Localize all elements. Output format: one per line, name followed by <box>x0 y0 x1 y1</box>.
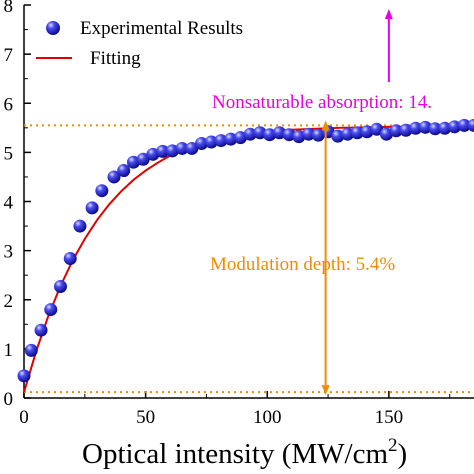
data-point <box>107 170 121 184</box>
data-point <box>195 137 209 151</box>
data-point <box>292 130 306 144</box>
y-tick-label: 7 <box>4 45 14 66</box>
data-point <box>302 127 316 141</box>
data-point <box>63 251 77 265</box>
data-point <box>399 123 413 137</box>
data-point <box>165 144 179 158</box>
x-tick-label: 50 <box>136 407 155 428</box>
modulation-label: Modulation depth: 5.4% <box>210 254 395 275</box>
data-point <box>428 122 442 136</box>
x-tick-label: 100 <box>253 407 282 428</box>
data-point <box>467 118 474 132</box>
x-tick-label: 0 <box>19 407 29 428</box>
y-tick-label: 3 <box>4 242 14 263</box>
data-point <box>44 303 58 317</box>
y-tick-label: 4 <box>4 193 14 214</box>
data-point <box>53 279 67 293</box>
data-point <box>214 134 228 148</box>
data-point <box>17 369 31 383</box>
data-point <box>185 141 199 155</box>
data-point <box>73 219 87 233</box>
data-point <box>117 164 131 178</box>
data-point <box>136 152 150 166</box>
legend-marker-experimental <box>46 21 60 35</box>
y-tick-label: 6 <box>4 94 14 115</box>
data-point <box>34 323 48 337</box>
data-point <box>272 126 286 140</box>
data-point <box>341 127 355 141</box>
y-tick-label: 0 <box>4 389 14 410</box>
y-tick-label: 1 <box>4 340 14 361</box>
data-point <box>95 184 109 198</box>
data-point <box>350 126 364 140</box>
data-point <box>224 132 238 146</box>
x-axis-title: Optical intensity (MW/cm2) <box>82 435 407 470</box>
legend-label-experimental: Experimental Results <box>80 18 243 39</box>
data-point <box>24 343 38 357</box>
data-point <box>204 135 218 149</box>
legend: Experimental Results Fitting <box>36 18 243 69</box>
nonsaturable-label: Nonsaturable absorption: 14. <box>212 92 432 113</box>
plot-area: 0 1 2 3 4 5 6 7 8 0 50 100 150 <box>4 0 474 428</box>
data-point <box>418 120 432 134</box>
data-point <box>263 128 277 142</box>
data-point <box>175 141 189 155</box>
x-tick-label: 150 <box>375 407 404 428</box>
data-point <box>85 201 99 215</box>
data-point <box>360 125 374 139</box>
data-point <box>457 118 471 132</box>
data-point <box>448 120 462 134</box>
x-axis-title-sup: 2 <box>388 435 398 456</box>
data-point <box>243 127 257 141</box>
y-tick-label: 8 <box>4 0 14 17</box>
data-point <box>438 121 452 135</box>
data-point <box>282 128 296 142</box>
data-point <box>253 126 267 140</box>
y-tick-label: 2 <box>4 291 14 312</box>
data-point <box>389 124 403 138</box>
data-point <box>370 122 384 136</box>
legend-label-fitting: Fitting <box>90 48 141 69</box>
data-point <box>331 129 345 143</box>
y-tick-label: 5 <box>4 143 14 164</box>
data-point <box>409 121 423 135</box>
data-point <box>156 144 170 158</box>
